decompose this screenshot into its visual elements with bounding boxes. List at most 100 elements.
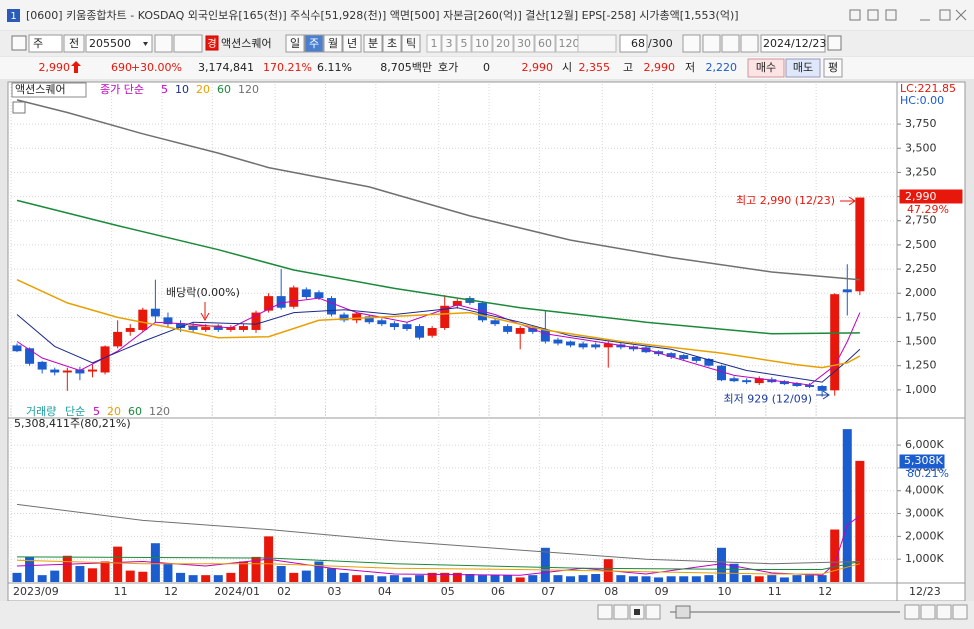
- y-tick-label: 6,000K: [905, 438, 944, 451]
- window-controls[interactable]: [849, 9, 967, 21]
- candle-body: [213, 327, 223, 330]
- dividend-annotation: 배당락(0.00%): [166, 286, 240, 299]
- volume-bar: [138, 571, 148, 582]
- volume-bar: [25, 556, 35, 582]
- period-button[interactable]: [323, 34, 343, 53]
- date-input[interactable]: [760, 34, 826, 53]
- scroll-button[interactable]: [645, 604, 661, 620]
- sound-button[interactable]: [173, 34, 203, 53]
- table-icon[interactable]: [12, 101, 26, 114]
- candle-body: [540, 329, 550, 342]
- scroll-controls[interactable]: [597, 604, 968, 620]
- legend-name-box: [11, 82, 87, 98]
- volume-bar: [805, 575, 815, 582]
- adjust-button[interactable]: [63, 34, 85, 53]
- y-tick-label: 2,000: [905, 286, 937, 299]
- avg-button[interactable]: [823, 58, 843, 78]
- minute-button[interactable]: [513, 34, 535, 53]
- minute-button[interactable]: [441, 34, 457, 53]
- control-icon[interactable]: [867, 9, 879, 21]
- minute-button[interactable]: [456, 34, 472, 53]
- volume-bar: [276, 566, 286, 582]
- period-text: 초: [387, 37, 397, 50]
- control-icon[interactable]: [885, 9, 897, 21]
- period-button[interactable]: [285, 34, 305, 53]
- code-input[interactable]: [85, 34, 153, 53]
- scroll-button[interactable]: [613, 604, 629, 620]
- buy-button[interactable]: [747, 58, 785, 78]
- quote-change-pct: +30.00%: [131, 61, 182, 74]
- period-button[interactable]: [363, 34, 383, 53]
- quote-low: 2,220: [706, 61, 738, 74]
- minute-button[interactable]: [426, 34, 442, 53]
- period-select[interactable]: [28, 34, 63, 53]
- y-tick-label: 1,000K: [905, 552, 944, 565]
- zoom-button[interactable]: [936, 604, 952, 620]
- volume-bar: [503, 575, 513, 582]
- last-price-pct: 47.29%: [907, 203, 949, 216]
- tool-button[interactable]: [740, 34, 759, 53]
- candle-body: [830, 294, 840, 391]
- candle-body: [314, 292, 324, 299]
- high-arrow: [840, 196, 856, 206]
- volume-bar: [578, 575, 588, 582]
- volume-bar: [666, 576, 676, 582]
- toolbar-icon[interactable]: [11, 35, 27, 51]
- y-tick-label: 4,000K: [905, 484, 944, 497]
- y-tick-label: 3,500: [905, 141, 937, 154]
- volume-info: 5,308,411주(80,21%): [14, 417, 131, 430]
- sell-text: 매도: [793, 61, 813, 74]
- control-icon[interactable]: [849, 9, 861, 21]
- minute-text: 30: [517, 37, 531, 50]
- volume-bar: [477, 575, 487, 582]
- candle-body: [578, 343, 588, 348]
- tool-button[interactable]: [721, 34, 740, 53]
- zoom-button[interactable]: [904, 604, 920, 620]
- candle-body: [666, 353, 676, 358]
- minute-button[interactable]: [471, 34, 493, 53]
- candle-body: [339, 314, 349, 321]
- x-tick-label: 05: [441, 585, 455, 598]
- period-button[interactable]: [342, 34, 362, 53]
- volume-bar: [465, 574, 475, 582]
- candle-body: [603, 343, 613, 348]
- x-tick-label: 08: [604, 585, 618, 598]
- badge-text: 경: [207, 37, 216, 50]
- blank-select[interactable]: [577, 34, 617, 53]
- tool-button[interactable]: [682, 34, 701, 53]
- calendar-button[interactable]: [827, 35, 842, 51]
- maximize[interactable]: [939, 9, 951, 21]
- period-button[interactable]: [304, 34, 324, 53]
- period-button[interactable]: [401, 34, 421, 53]
- volume-bar: [289, 572, 299, 582]
- last-volume-box: [899, 454, 945, 469]
- count-max: /300: [648, 37, 673, 50]
- tool-button[interactable]: [702, 34, 721, 53]
- candle-body: [704, 358, 714, 366]
- zoom-button[interactable]: [920, 604, 936, 620]
- close[interactable]: [955, 9, 967, 21]
- volume-bar: [691, 576, 701, 582]
- legend-entry: 5: [93, 405, 100, 418]
- count-input[interactable]: [619, 34, 648, 53]
- candle-body: [138, 309, 148, 330]
- scroll-thumb[interactable]: [675, 605, 691, 619]
- x-tick-label: 07: [541, 585, 555, 598]
- sell-button[interactable]: [785, 58, 821, 78]
- candle-body: [50, 369, 60, 373]
- up-arrow: [71, 61, 81, 73]
- candle-body: [779, 381, 789, 385]
- scroll-button[interactable]: [597, 604, 613, 620]
- search-button[interactable]: [154, 34, 173, 53]
- zoom-button[interactable]: [952, 604, 968, 620]
- stock-name: 액션스퀘어: [221, 37, 272, 50]
- volume-bar: [201, 575, 211, 582]
- volume-bar: [716, 547, 726, 582]
- volume-bar: [553, 575, 563, 582]
- volume-bar: [440, 572, 450, 582]
- legend-entry: 20: [107, 405, 121, 418]
- period-button[interactable]: [382, 34, 402, 53]
- minute-button[interactable]: [492, 34, 514, 53]
- minute-button[interactable]: [534, 34, 556, 53]
- volume-bar: [163, 563, 173, 582]
